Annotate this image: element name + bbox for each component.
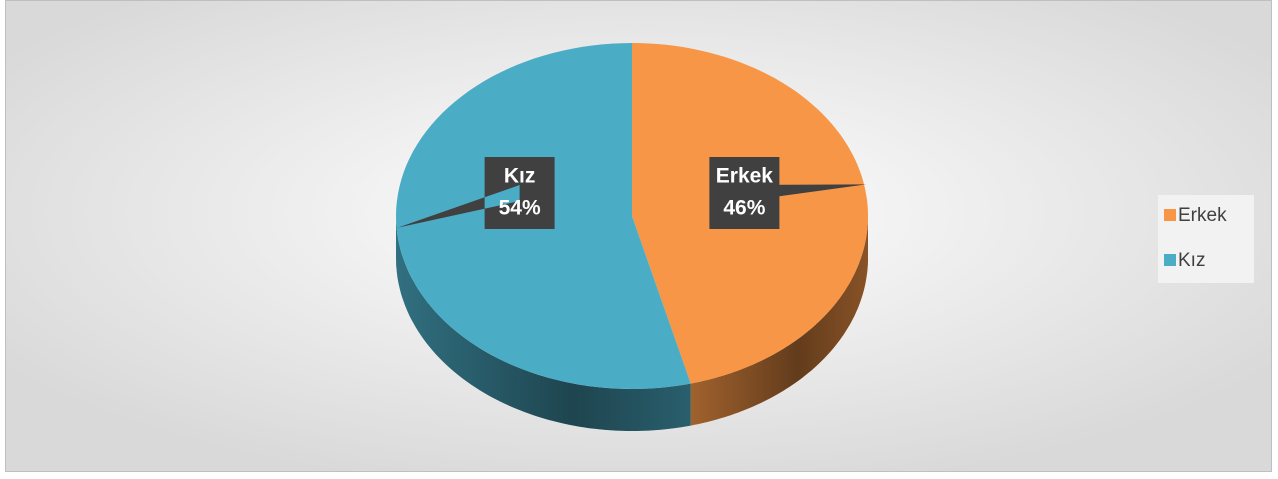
- data-label-category: Kız: [504, 165, 536, 188]
- legend-swatch: [1164, 254, 1176, 266]
- label-callout: [709, 157, 867, 229]
- legend-label: Kız: [1178, 250, 1205, 271]
- legend-swatch: [1164, 209, 1176, 221]
- data-label-value: 54%: [499, 197, 541, 220]
- data-label-category: Erkek: [716, 165, 774, 188]
- slice-side-shade: [396, 216, 691, 431]
- legend-label: Erkek: [1178, 205, 1227, 226]
- label-callout: [397, 157, 555, 229]
- slice-side-shade: [690, 216, 868, 426]
- data-label-value: 46%: [723, 197, 765, 220]
